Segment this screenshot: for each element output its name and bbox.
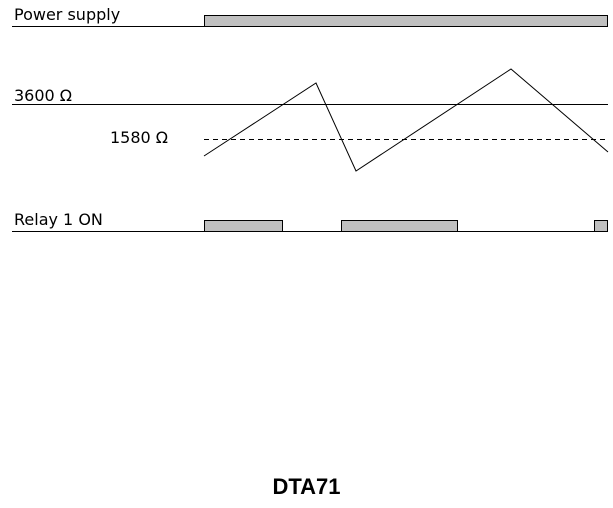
- lower-threshold-label: 1580 Ω: [110, 128, 169, 147]
- diagram-title: DTA71: [272, 474, 341, 499]
- relay-on-bar-1: [204, 220, 283, 232]
- power-on-bar: [204, 15, 608, 27]
- relay-label: Relay 1 ON: [14, 210, 103, 229]
- resistance-waveform: [203, 68, 609, 172]
- relay-on-bar-2: [341, 220, 458, 232]
- relay-on-bar-3: [594, 220, 608, 232]
- power-supply-label: Power supply: [14, 5, 121, 24]
- upper-threshold-label: 3600 Ω: [14, 86, 73, 105]
